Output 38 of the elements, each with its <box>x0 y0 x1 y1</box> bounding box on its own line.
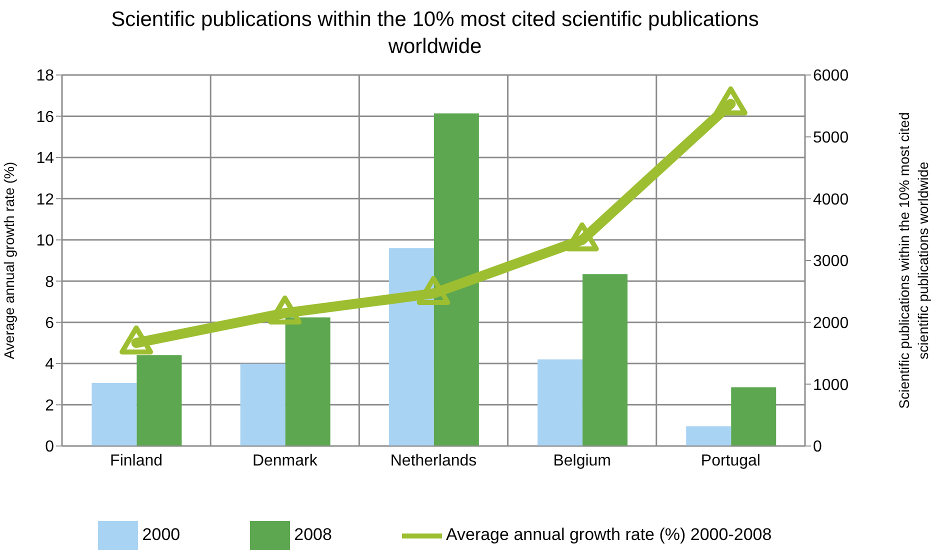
y2-tick-label: 6000 <box>813 68 849 85</box>
x-tick-label: Netherlands <box>390 452 477 470</box>
y2-axis-title: Scientific publications within the 10% most cited scientific publications worldwide <box>896 112 931 409</box>
y2-tick-label: 3000 <box>813 253 849 270</box>
bar <box>731 387 776 446</box>
bar <box>285 317 330 446</box>
y-tick-label: 18 <box>36 68 54 85</box>
y-tick-label: 16 <box>36 108 54 126</box>
legend-label: 2008 <box>294 525 332 544</box>
bar <box>582 274 628 446</box>
y-tick-label: 6 <box>45 315 54 332</box>
y-axis-title: Average annual growth rate (%) <box>1 162 17 360</box>
y-tick-label: 8 <box>45 274 54 291</box>
y2-tick-label: 5000 <box>813 130 849 147</box>
x-tick-label: Belgium <box>553 452 612 470</box>
legend-label: 2000 <box>142 525 180 544</box>
bar <box>240 364 286 446</box>
x-tick-label: Denmark <box>252 452 318 470</box>
bar <box>388 248 434 446</box>
y2-tick-label: 1000 <box>813 376 849 394</box>
chart-title: Scientific publications within the 10% most cited scientific publications worldwide <box>110 7 760 60</box>
y2-tick-label: 4000 <box>813 191 849 208</box>
y2-tick-label: 2000 <box>813 315 849 332</box>
x-tick-label: Portugal <box>700 452 760 470</box>
y-tick-label: 4 <box>45 356 54 374</box>
y-tick-label: 10 <box>36 232 54 250</box>
y-tick-label: 0 <box>45 438 54 456</box>
y-tick-label: 14 <box>36 150 54 168</box>
bar <box>92 382 137 446</box>
y-tick-label: 12 <box>36 191 54 208</box>
bar <box>136 355 182 446</box>
bar <box>538 359 583 446</box>
y-tick-label: 2 <box>45 397 54 414</box>
legend-label: Average annual growth rate (%) 2000-2008 <box>446 525 772 544</box>
y2-tick-label: 0 <box>813 438 822 456</box>
x-tick-label: Finland <box>110 452 163 470</box>
bar <box>686 426 732 446</box>
bar <box>434 113 479 446</box>
